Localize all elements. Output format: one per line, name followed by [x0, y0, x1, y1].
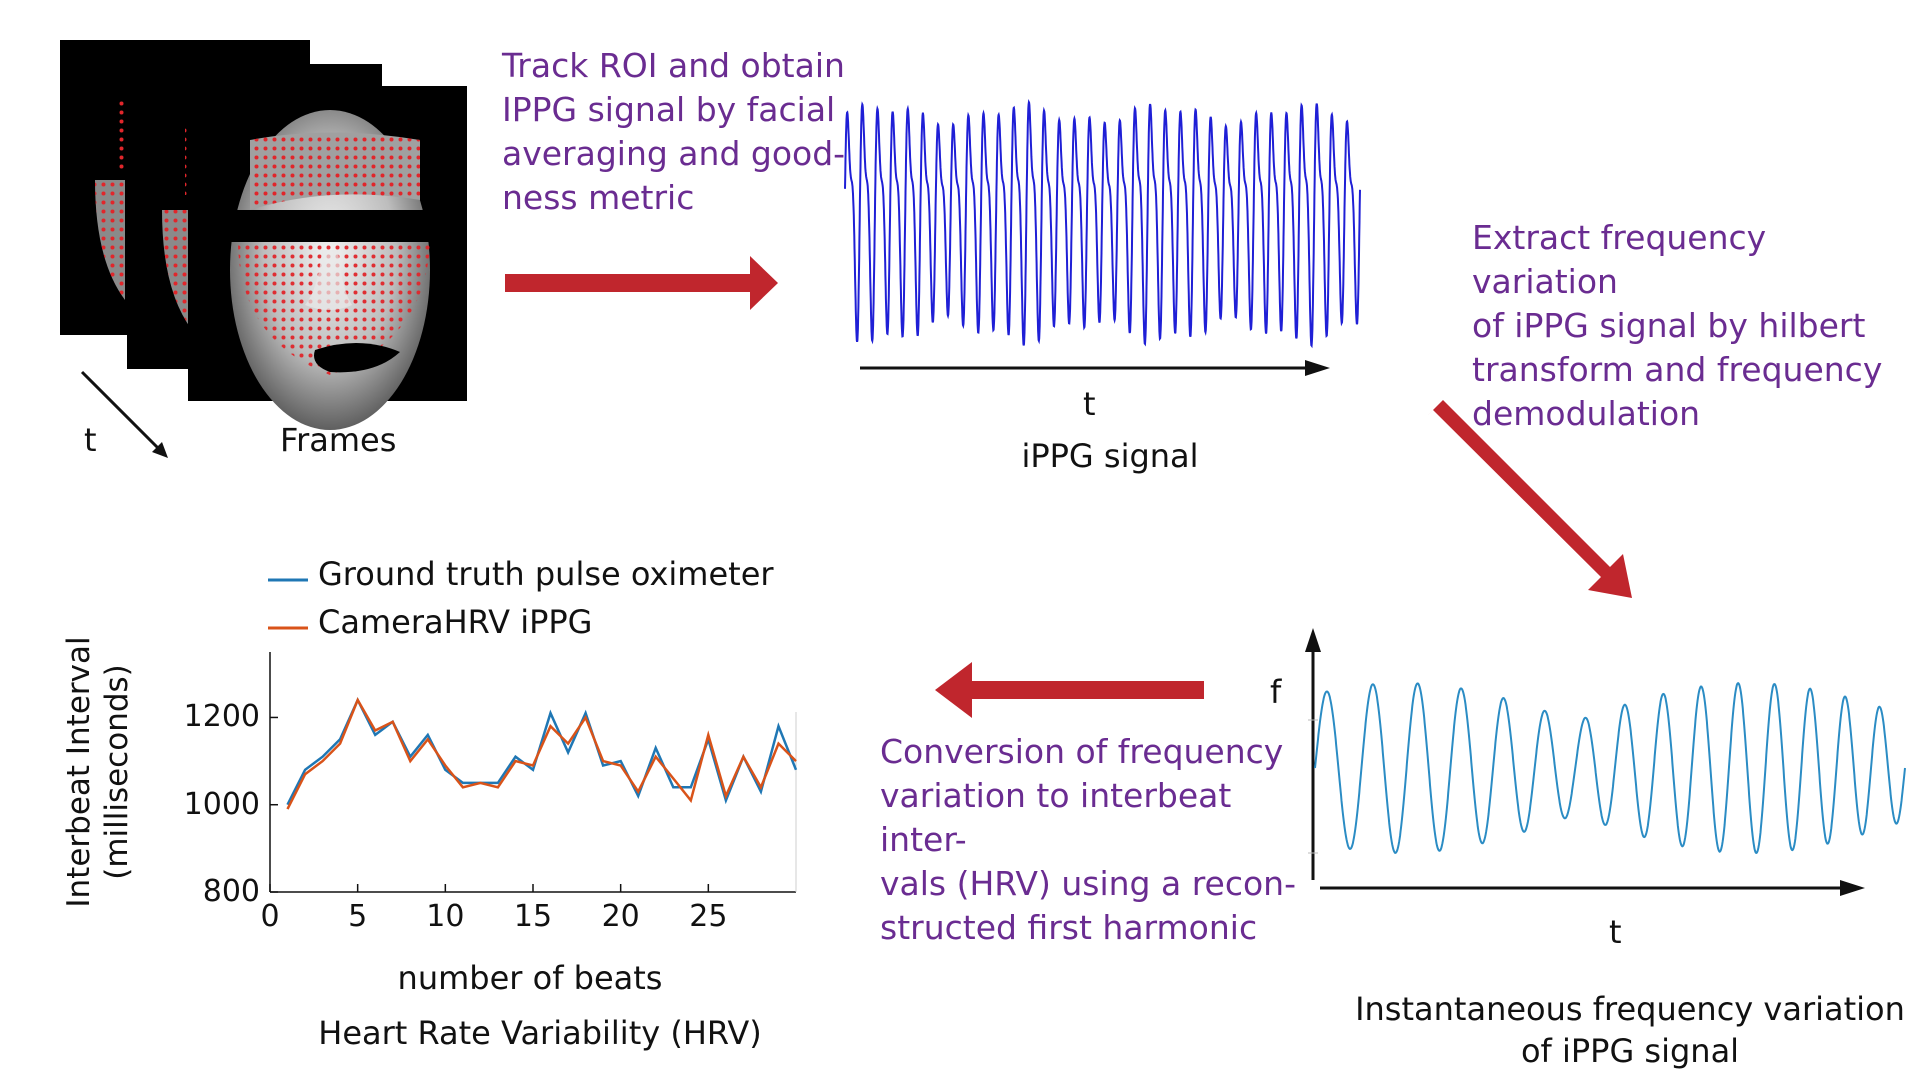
arrow-to-hrv: [935, 662, 1204, 718]
step-track-roi-text: Track ROI and obtain IPPG signal by faci…: [502, 46, 846, 217]
hrv-chart: [268, 578, 798, 893]
legend-label-camerahrv: CameraHRV iPPG: [318, 603, 593, 641]
y-tick-label-800: 800: [202, 874, 260, 909]
frequency-y-label: f: [1270, 673, 1282, 711]
hrv-tick-marks: [269, 716, 710, 893]
frames-caption: Frames: [280, 421, 397, 459]
x-tick-label-15: 15: [513, 899, 553, 934]
x-tick-label-0: 0: [260, 899, 280, 934]
frequency-x-label: t: [1609, 913, 1622, 951]
x-tick-label-5: 5: [348, 899, 368, 934]
y-tick-label-1000: 1000: [183, 786, 260, 822]
frames-time-label: t: [84, 421, 97, 459]
legend-label-ground-truth: Ground truth pulse oximeter: [318, 555, 774, 593]
frequency-panel: [1305, 628, 1906, 896]
arrow-to-frequency: [1428, 400, 1632, 598]
ippg-axis-label: t: [1083, 385, 1096, 423]
frequency-caption: Instantaneous frequency variation of iPP…: [1355, 990, 1905, 1070]
hrv-xlabel: number of beats: [397, 959, 663, 997]
series-line-ground-truth: [286, 697, 798, 806]
x-tick-label-10: 10: [426, 899, 465, 934]
frame-front: [188, 86, 467, 430]
series-line-camerahrv: [286, 697, 797, 810]
x-tick-label-20: 20: [601, 899, 640, 934]
y-tick-label-1200: 1200: [183, 699, 260, 735]
hrv-caption: Heart Rate Variability (HRV): [318, 1014, 762, 1052]
x-tick-label-25: 25: [689, 899, 728, 934]
ippg-panel: [844, 99, 1361, 376]
step-extract-frequency-text: Extract frequency variation of iPPG sign…: [1472, 218, 1883, 433]
hrv-ylabel: Interbeat Interval (milliseconds): [61, 636, 135, 908]
frame-stack: [60, 40, 467, 430]
step-conversion-text: Conversion of frequency variation to int…: [880, 732, 1296, 947]
ippg-signal-line: [844, 99, 1361, 349]
time-arrow: [80, 370, 168, 458]
arrow-to-ippg: [505, 256, 778, 310]
ippg-caption: iPPG signal: [1021, 437, 1199, 475]
legend-swatches: [268, 578, 308, 630]
frequency-signal-line: [1314, 682, 1906, 854]
